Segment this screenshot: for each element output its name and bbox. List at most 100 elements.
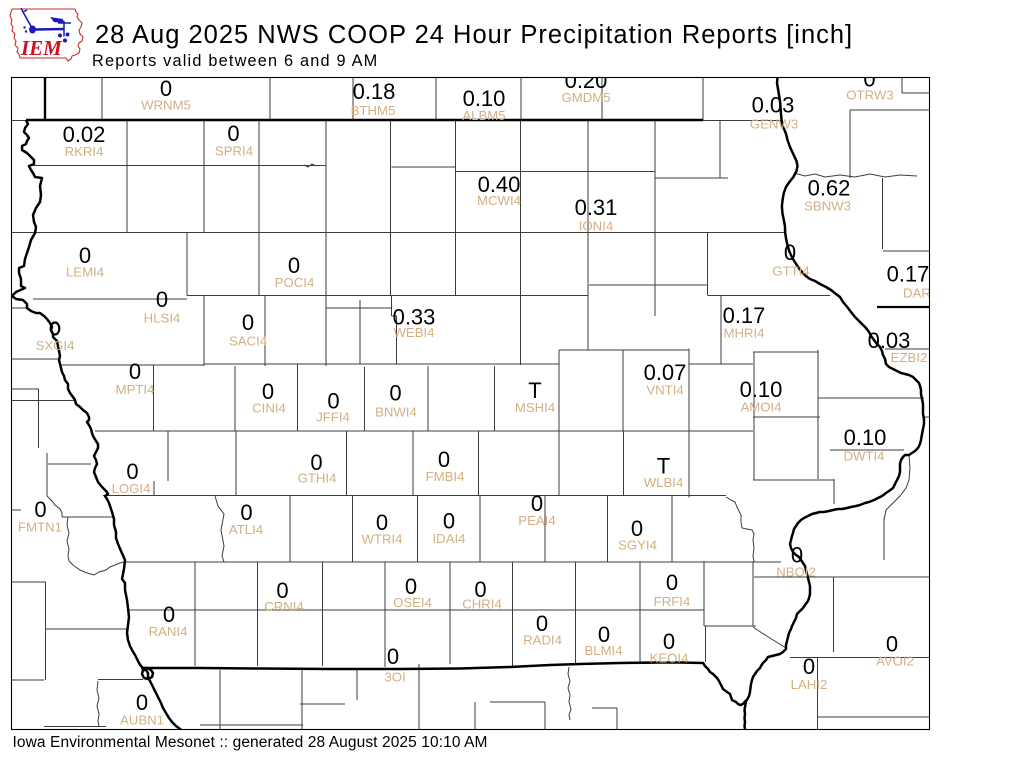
svg-text:0.03: 0.03	[752, 92, 795, 117]
svg-text:HLSI4: HLSI4	[144, 311, 181, 326]
svg-text:0.10: 0.10	[740, 377, 783, 402]
svg-text:0: 0	[784, 240, 796, 265]
svg-text:Reports valid between 6 and 9: Reports valid between 6 and 9 AM	[92, 52, 378, 70]
svg-text:CHRI4: CHRI4	[462, 597, 502, 612]
svg-text:FRFI4: FRFI4	[654, 594, 691, 609]
svg-text:0: 0	[327, 388, 339, 413]
svg-text:0: 0	[405, 574, 417, 599]
svg-text:VNTI4: VNTI4	[646, 383, 683, 398]
svg-text:BNWI4: BNWI4	[375, 405, 417, 420]
svg-text:0: 0	[129, 359, 141, 384]
svg-text:DARW3: DARW3	[903, 286, 950, 301]
svg-text:WLBI4: WLBI4	[644, 475, 684, 490]
svg-text:0.10: 0.10	[463, 86, 506, 111]
svg-text:RANI4: RANI4	[149, 624, 188, 639]
svg-text:0: 0	[240, 500, 252, 525]
svg-text:SBNW3: SBNW3	[804, 199, 851, 214]
svg-text:T: T	[657, 453, 670, 478]
svg-text:DWTI4: DWTI4	[843, 449, 884, 464]
svg-text:RKRI4: RKRI4	[65, 144, 104, 159]
svg-text:POCI4: POCI4	[275, 275, 315, 290]
svg-text:0: 0	[242, 310, 254, 335]
svg-text:0: 0	[438, 447, 450, 472]
svg-text:KEOI4: KEOI4	[650, 651, 689, 666]
svg-text:0.33: 0.33	[393, 304, 436, 329]
svg-text:0: 0	[288, 253, 300, 278]
svg-text:T: T	[528, 378, 541, 403]
svg-text:LAHI2: LAHI2	[791, 677, 828, 692]
svg-text:RADI4: RADI4	[523, 633, 562, 648]
svg-text:0: 0	[666, 570, 678, 595]
svg-text:OSEI4: OSEI4	[393, 595, 432, 610]
svg-text:JFFI4: JFFI4	[316, 410, 350, 425]
svg-text:AMOI4: AMOI4	[740, 400, 781, 415]
svg-text:WRNM5: WRNM5	[141, 98, 191, 113]
svg-text:0: 0	[387, 644, 399, 669]
svg-text:0: 0	[443, 508, 455, 533]
svg-text:BLMI4: BLMI4	[584, 643, 622, 658]
svg-text:0.17: 0.17	[723, 303, 766, 328]
svg-text:0.07: 0.07	[644, 360, 687, 385]
svg-text:MSHI4: MSHI4	[515, 400, 555, 415]
svg-text:0.62: 0.62	[808, 175, 851, 200]
svg-text:CRNI4: CRNI4	[264, 599, 304, 614]
svg-text:0: 0	[126, 459, 138, 484]
svg-text:0: 0	[474, 577, 486, 602]
svg-text:CINI4: CINI4	[252, 401, 286, 416]
svg-text:0: 0	[376, 510, 388, 535]
svg-text:0: 0	[163, 602, 175, 627]
svg-text:0: 0	[34, 497, 46, 522]
svg-text:PEAI4: PEAI4	[518, 513, 555, 528]
svg-text:MPTI4: MPTI4	[116, 382, 155, 397]
svg-text:0.03: 0.03	[868, 328, 911, 353]
svg-text:GMDM5: GMDM5	[561, 90, 610, 105]
svg-text:OTRW3: OTRW3	[846, 88, 893, 103]
svg-text:WEBI4: WEBI4	[393, 325, 434, 340]
svg-text:0: 0	[531, 491, 543, 516]
svg-text:0: 0	[276, 578, 288, 603]
svg-text:0: 0	[310, 450, 322, 475]
svg-text:Iowa Environmental Mesonet ::: Iowa Environmental Mesonet :: generated …	[13, 734, 488, 751]
svg-text:GTHI4: GTHI4	[298, 471, 337, 486]
svg-text:28 Aug 2025 NWS COOP 24 Hour P: 28 Aug 2025 NWS COOP 24 Hour Precipitati…	[95, 21, 853, 49]
svg-text:0.17: 0.17	[887, 261, 930, 286]
svg-text:0: 0	[262, 379, 274, 404]
svg-text:0: 0	[791, 542, 803, 567]
svg-text:0: 0	[227, 121, 239, 146]
svg-text:LOGI4: LOGI4	[112, 481, 151, 496]
svg-text:3OI: 3OI	[384, 670, 405, 685]
svg-text:IEM: IEM	[20, 36, 63, 60]
svg-text:0: 0	[536, 611, 548, 636]
svg-text:ATLI4: ATLI4	[229, 522, 263, 537]
svg-text:AUBN1: AUBN1	[120, 713, 164, 728]
svg-text:FMTN1: FMTN1	[18, 520, 62, 535]
svg-text:0.40: 0.40	[478, 172, 521, 197]
svg-text:MHRI4: MHRI4	[723, 326, 764, 341]
svg-text:0: 0	[631, 516, 643, 541]
svg-text:NBOI2: NBOI2	[776, 565, 816, 580]
svg-text:SPRI4: SPRI4	[215, 144, 253, 159]
svg-text:0.10: 0.10	[844, 425, 887, 450]
svg-text:0: 0	[160, 76, 172, 101]
svg-text:IONI4: IONI4	[579, 219, 613, 234]
svg-text:0: 0	[156, 287, 168, 312]
svg-text:0: 0	[79, 243, 91, 268]
svg-text:SACI4: SACI4	[229, 334, 267, 349]
svg-text:0.20: 0.20	[565, 68, 608, 93]
svg-text:0: 0	[803, 654, 815, 679]
svg-text:0.31: 0.31	[575, 195, 618, 220]
svg-text:GENW3: GENW3	[750, 117, 798, 132]
svg-text:EZBI2: EZBI2	[891, 350, 928, 365]
svg-text:0: 0	[136, 690, 148, 715]
svg-text:AVOI2: AVOI2	[876, 654, 914, 669]
svg-text:0.18: 0.18	[353, 79, 396, 104]
svg-text:0: 0	[389, 380, 401, 405]
svg-text:0.02: 0.02	[63, 122, 106, 147]
svg-text:ALBM5: ALBM5	[462, 108, 505, 123]
svg-text:WTRI4: WTRI4	[361, 532, 402, 547]
svg-text:MCWI4: MCWI4	[477, 193, 521, 208]
svg-text:SGYI4: SGYI4	[618, 538, 657, 553]
svg-text:0: 0	[663, 629, 675, 654]
svg-text:0: 0	[863, 66, 875, 91]
svg-text:IDAI4: IDAI4	[433, 531, 466, 546]
